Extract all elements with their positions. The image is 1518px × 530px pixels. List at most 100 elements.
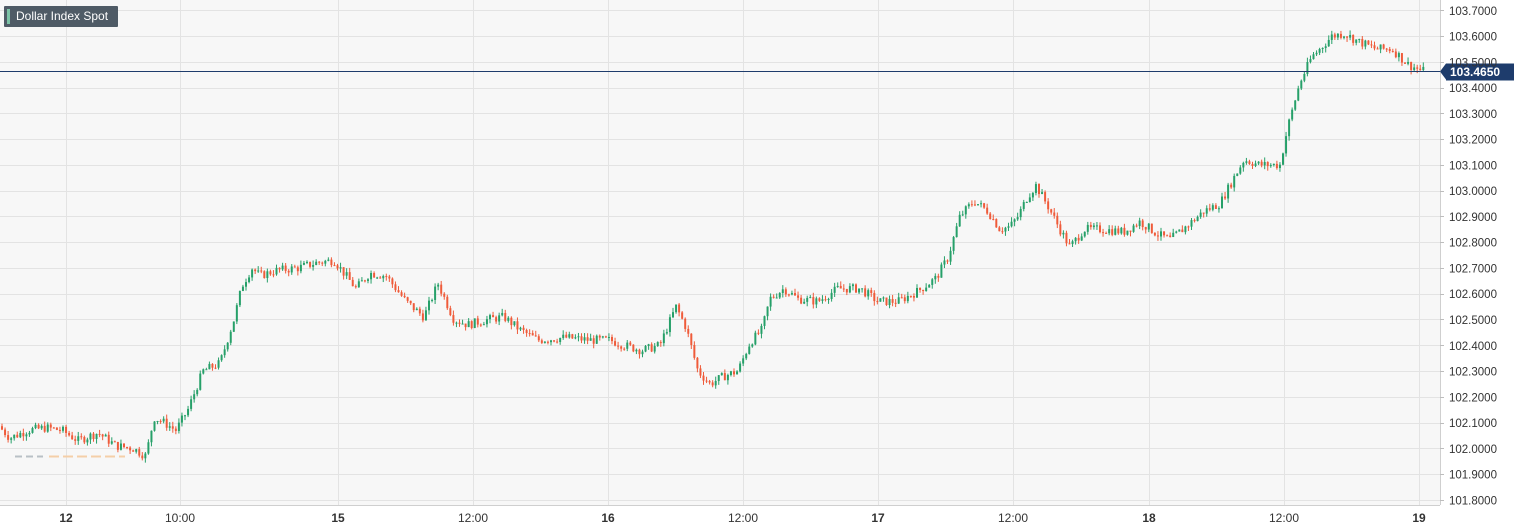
candle-body	[635, 349, 638, 352]
candle-body	[1010, 221, 1013, 227]
candle-body	[522, 327, 525, 331]
candle-body	[1004, 227, 1007, 232]
candle-body	[885, 297, 888, 306]
candle-body	[919, 287, 922, 290]
candle-body	[1022, 202, 1025, 209]
candle-body	[440, 284, 443, 294]
candle-body	[891, 299, 894, 303]
candle-body	[190, 399, 193, 409]
candle-body	[357, 281, 360, 288]
candle-body	[126, 447, 129, 449]
candle-body	[845, 288, 848, 293]
candle-body	[626, 342, 629, 349]
candle-body	[1419, 68, 1422, 71]
candle-body	[851, 284, 854, 287]
candle-body	[1242, 162, 1245, 168]
candle-body	[562, 334, 565, 338]
candle-body	[116, 441, 119, 450]
y-tick-label: 103.0000	[1449, 186, 1497, 198]
candle-body	[52, 427, 55, 429]
candle-body	[1221, 196, 1223, 209]
candle-body	[601, 336, 604, 338]
candle-body	[196, 389, 199, 395]
candle-body	[760, 325, 763, 334]
candle-body	[830, 292, 833, 299]
candle-body	[1288, 119, 1291, 137]
candle-body	[894, 302, 897, 304]
candle-body	[1031, 192, 1034, 198]
candle-body	[418, 308, 421, 314]
candle-body	[1114, 228, 1117, 235]
candle-body	[1038, 184, 1040, 195]
candle-body	[1184, 226, 1187, 233]
candle-body	[1181, 229, 1184, 233]
candle-body	[318, 261, 321, 263]
y-tick-label: 101.9000	[1449, 470, 1497, 482]
candle-body	[632, 344, 635, 352]
candle-body	[360, 280, 363, 282]
candle-body	[28, 432, 31, 435]
candle-body	[678, 304, 681, 313]
candle-body	[208, 363, 211, 370]
candle-body	[278, 267, 281, 270]
candle-body	[940, 264, 943, 278]
candle-body	[943, 260, 946, 265]
candle-body	[1373, 45, 1376, 49]
y-tick-label: 103.7000	[1449, 6, 1497, 18]
candle-body	[400, 292, 403, 296]
candle-body	[784, 289, 787, 295]
candle-body	[245, 282, 247, 287]
candle-body	[1, 426, 3, 430]
candle-body	[903, 297, 906, 302]
candle-body	[168, 426, 171, 428]
candle-body	[958, 214, 961, 227]
candle-body	[80, 436, 83, 438]
x-tick-label: 12:00	[458, 511, 488, 525]
candle-body	[821, 299, 824, 301]
candle-body	[241, 286, 244, 291]
candle-body	[604, 336, 607, 338]
current-price-pointer	[1440, 63, 1446, 80]
candle-body	[1166, 235, 1169, 237]
candle-body	[1269, 164, 1272, 167]
candle-body	[180, 415, 183, 423]
candle-body	[1407, 61, 1410, 64]
candle-body	[1095, 225, 1098, 227]
candle-body	[101, 434, 104, 437]
candle-body	[809, 297, 812, 299]
candle-body	[797, 295, 800, 298]
candle-body	[409, 300, 412, 304]
candle-body	[1059, 224, 1062, 235]
candle-body	[1016, 217, 1019, 220]
x-tick-label: 18	[1142, 511, 1156, 525]
candle-body	[177, 422, 180, 431]
candle-body	[543, 341, 546, 343]
candle-body	[986, 207, 989, 214]
x-tick-label: 12:00	[998, 511, 1028, 525]
x-tick-label: 17	[871, 511, 885, 525]
candle-body	[1355, 39, 1358, 43]
plot-area	[0, 0, 1440, 505]
candle-body	[1297, 88, 1300, 101]
candle-body	[1333, 34, 1336, 38]
candle-body	[452, 315, 455, 323]
candle-body	[662, 333, 665, 344]
candle-body	[403, 295, 406, 298]
candle-body	[1303, 73, 1306, 81]
candle-body	[1214, 205, 1217, 209]
candle-body	[531, 333, 534, 336]
candle-body	[470, 321, 473, 329]
candle-body	[888, 299, 891, 306]
candle-body	[955, 226, 958, 238]
candle-body	[1306, 62, 1309, 74]
x-tick-label: 12:00	[728, 511, 758, 525]
candle-body	[873, 292, 876, 302]
x-tick-label: 15	[331, 511, 345, 525]
candle-body	[867, 290, 870, 297]
candle-body	[467, 321, 470, 328]
candle-body	[565, 334, 568, 338]
candle-body	[848, 286, 851, 293]
candle-body	[589, 338, 592, 341]
candle-body	[650, 344, 653, 352]
